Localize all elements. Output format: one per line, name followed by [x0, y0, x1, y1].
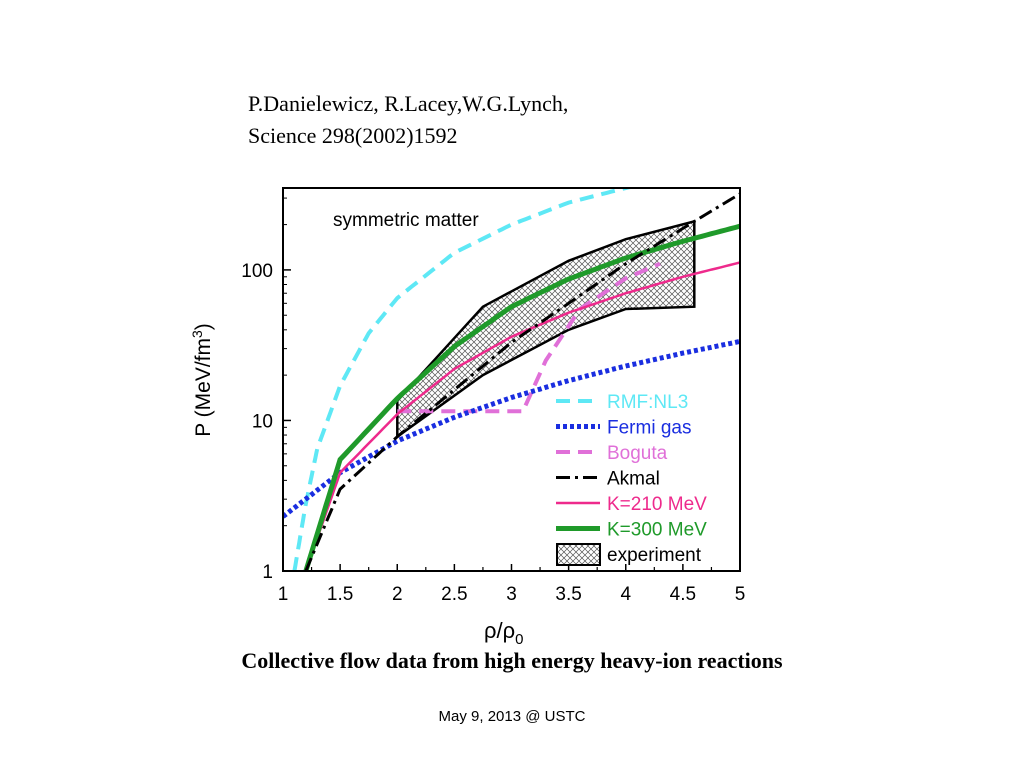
x-axis-label-sub: 0	[515, 631, 523, 648]
citation-journal: Science 298(2002)1592	[248, 123, 458, 148]
series-line-k-210-mev	[304, 261, 740, 571]
series-line-k-300-mev	[303, 223, 740, 571]
y-axis-label-close: )	[192, 323, 215, 330]
x-axis-label-base: ρ/ρ	[484, 618, 515, 643]
y-tick-label: 10	[252, 411, 273, 432]
x-tick-label: 3	[506, 584, 517, 605]
y-tick-label: 100	[241, 261, 273, 282]
y-axis-label-base: P (MeV/fm	[192, 338, 215, 437]
slide-footer: May 9, 2013 @ USTC	[438, 708, 586, 725]
legend-swatch-experiment	[556, 543, 601, 566]
legend-label: K=300 MeV	[607, 520, 707, 541]
legend: RMF:NL3 Fermi gas Boguta Akmal K=210 MeV K=30…	[556, 392, 707, 566]
citation: P.Danielewicz, R.Lacey,W.G.Lynch, Scienc…	[248, 88, 568, 152]
chart-annotation: symmetric matter	[333, 210, 479, 231]
x-tick-label: 2.5	[441, 584, 467, 605]
x-tick-label: 2	[392, 584, 403, 605]
y-axis-label-sup: 3	[189, 330, 205, 338]
slide-caption: Collective flow data from high energy he…	[241, 648, 783, 673]
citation-authors: P.Danielewicz, R.Lacey,W.G.Lynch,	[248, 91, 569, 116]
legend-label: Fermi gas	[607, 418, 691, 439]
legend-label: RMF:NL3	[607, 392, 688, 413]
x-tick-label: 1.5	[327, 584, 353, 605]
series-line-fermi-gas	[283, 338, 740, 519]
series-line-boguta	[397, 261, 661, 414]
experiment-band	[396, 219, 696, 440]
x-tick-label: 4.5	[670, 584, 696, 605]
legend-label: experiment	[607, 545, 702, 566]
x-axis-label: ρ/ρ0	[484, 618, 524, 648]
x-tick-label: 1	[278, 584, 289, 605]
x-tick-label: 5	[735, 584, 746, 605]
series-line-akmal	[304, 192, 740, 571]
legend-label: Akmal	[607, 469, 660, 490]
y-tick-label: 1	[262, 562, 273, 583]
series-line-rmf-nl3	[292, 188, 636, 571]
x-tick-label: 4	[620, 584, 631, 605]
x-tick-label: 3.5	[555, 584, 581, 605]
legend-label: K=210 MeV	[607, 494, 707, 515]
y-axis-label: P (MeV/fm3)	[189, 323, 215, 437]
legend-label: Boguta	[607, 443, 668, 464]
